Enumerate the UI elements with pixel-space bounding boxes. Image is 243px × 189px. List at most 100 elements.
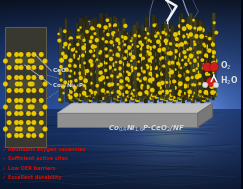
Circle shape [39, 111, 44, 116]
Circle shape [139, 41, 141, 44]
Circle shape [146, 53, 151, 58]
Circle shape [108, 28, 112, 32]
Circle shape [185, 84, 190, 88]
Circle shape [84, 85, 88, 90]
Circle shape [26, 120, 31, 125]
Circle shape [89, 89, 92, 92]
Circle shape [123, 97, 128, 101]
Circle shape [26, 133, 31, 138]
Circle shape [144, 90, 148, 94]
Circle shape [172, 54, 174, 57]
Circle shape [161, 56, 164, 59]
Circle shape [178, 90, 182, 93]
Polygon shape [143, 28, 148, 103]
Circle shape [191, 52, 196, 56]
Circle shape [183, 92, 186, 95]
Circle shape [162, 28, 166, 32]
Circle shape [90, 60, 94, 64]
Circle shape [191, 83, 194, 86]
Circle shape [212, 61, 216, 64]
Circle shape [113, 97, 116, 100]
Circle shape [145, 85, 150, 89]
Circle shape [136, 80, 140, 84]
Circle shape [76, 36, 79, 39]
Circle shape [195, 63, 200, 67]
Circle shape [184, 75, 187, 78]
Circle shape [89, 82, 93, 86]
Circle shape [169, 89, 172, 92]
Circle shape [159, 86, 162, 89]
Circle shape [31, 65, 36, 70]
Circle shape [164, 56, 168, 60]
Circle shape [32, 101, 43, 112]
Polygon shape [186, 17, 191, 101]
Circle shape [123, 43, 126, 46]
Circle shape [84, 71, 88, 75]
Circle shape [136, 40, 138, 43]
Circle shape [192, 36, 197, 41]
Circle shape [142, 70, 146, 74]
Circle shape [115, 53, 120, 57]
Circle shape [169, 68, 172, 71]
Circle shape [121, 93, 124, 97]
Circle shape [181, 94, 183, 97]
Circle shape [3, 105, 8, 109]
Polygon shape [124, 31, 128, 95]
Circle shape [126, 53, 130, 57]
Circle shape [187, 90, 192, 94]
Circle shape [143, 34, 147, 37]
Circle shape [117, 46, 120, 49]
Polygon shape [69, 39, 74, 100]
Circle shape [119, 75, 122, 78]
Circle shape [132, 74, 137, 79]
Circle shape [171, 58, 175, 61]
Polygon shape [141, 24, 145, 98]
Circle shape [196, 50, 200, 54]
Circle shape [118, 48, 121, 51]
Circle shape [117, 47, 121, 51]
Circle shape [153, 95, 156, 98]
Circle shape [186, 77, 190, 81]
Circle shape [117, 73, 119, 76]
Circle shape [160, 36, 164, 40]
Circle shape [84, 66, 87, 70]
Circle shape [173, 61, 177, 64]
Polygon shape [96, 31, 100, 103]
Circle shape [138, 40, 142, 45]
Circle shape [97, 81, 101, 84]
Circle shape [85, 93, 89, 97]
Circle shape [98, 52, 101, 56]
Circle shape [18, 133, 24, 138]
Circle shape [162, 81, 166, 85]
Circle shape [178, 74, 182, 77]
Polygon shape [111, 24, 115, 101]
Circle shape [116, 60, 120, 63]
Circle shape [193, 84, 197, 87]
Circle shape [101, 93, 104, 96]
Circle shape [77, 74, 80, 78]
Circle shape [176, 58, 181, 63]
Circle shape [205, 92, 208, 96]
Circle shape [97, 65, 101, 68]
Polygon shape [184, 35, 188, 97]
Circle shape [77, 61, 82, 66]
Circle shape [148, 58, 152, 63]
Circle shape [194, 38, 199, 43]
Polygon shape [122, 18, 126, 98]
Circle shape [122, 45, 126, 49]
Circle shape [118, 67, 122, 71]
Circle shape [123, 24, 128, 28]
Circle shape [201, 86, 204, 89]
Circle shape [164, 73, 169, 77]
Circle shape [77, 29, 80, 32]
Circle shape [75, 50, 78, 53]
Circle shape [174, 46, 177, 49]
Circle shape [157, 80, 161, 84]
Circle shape [158, 91, 162, 95]
Circle shape [138, 35, 141, 38]
Circle shape [133, 62, 136, 65]
Circle shape [182, 26, 186, 31]
Circle shape [111, 31, 116, 36]
Circle shape [104, 61, 107, 64]
Circle shape [158, 50, 161, 53]
